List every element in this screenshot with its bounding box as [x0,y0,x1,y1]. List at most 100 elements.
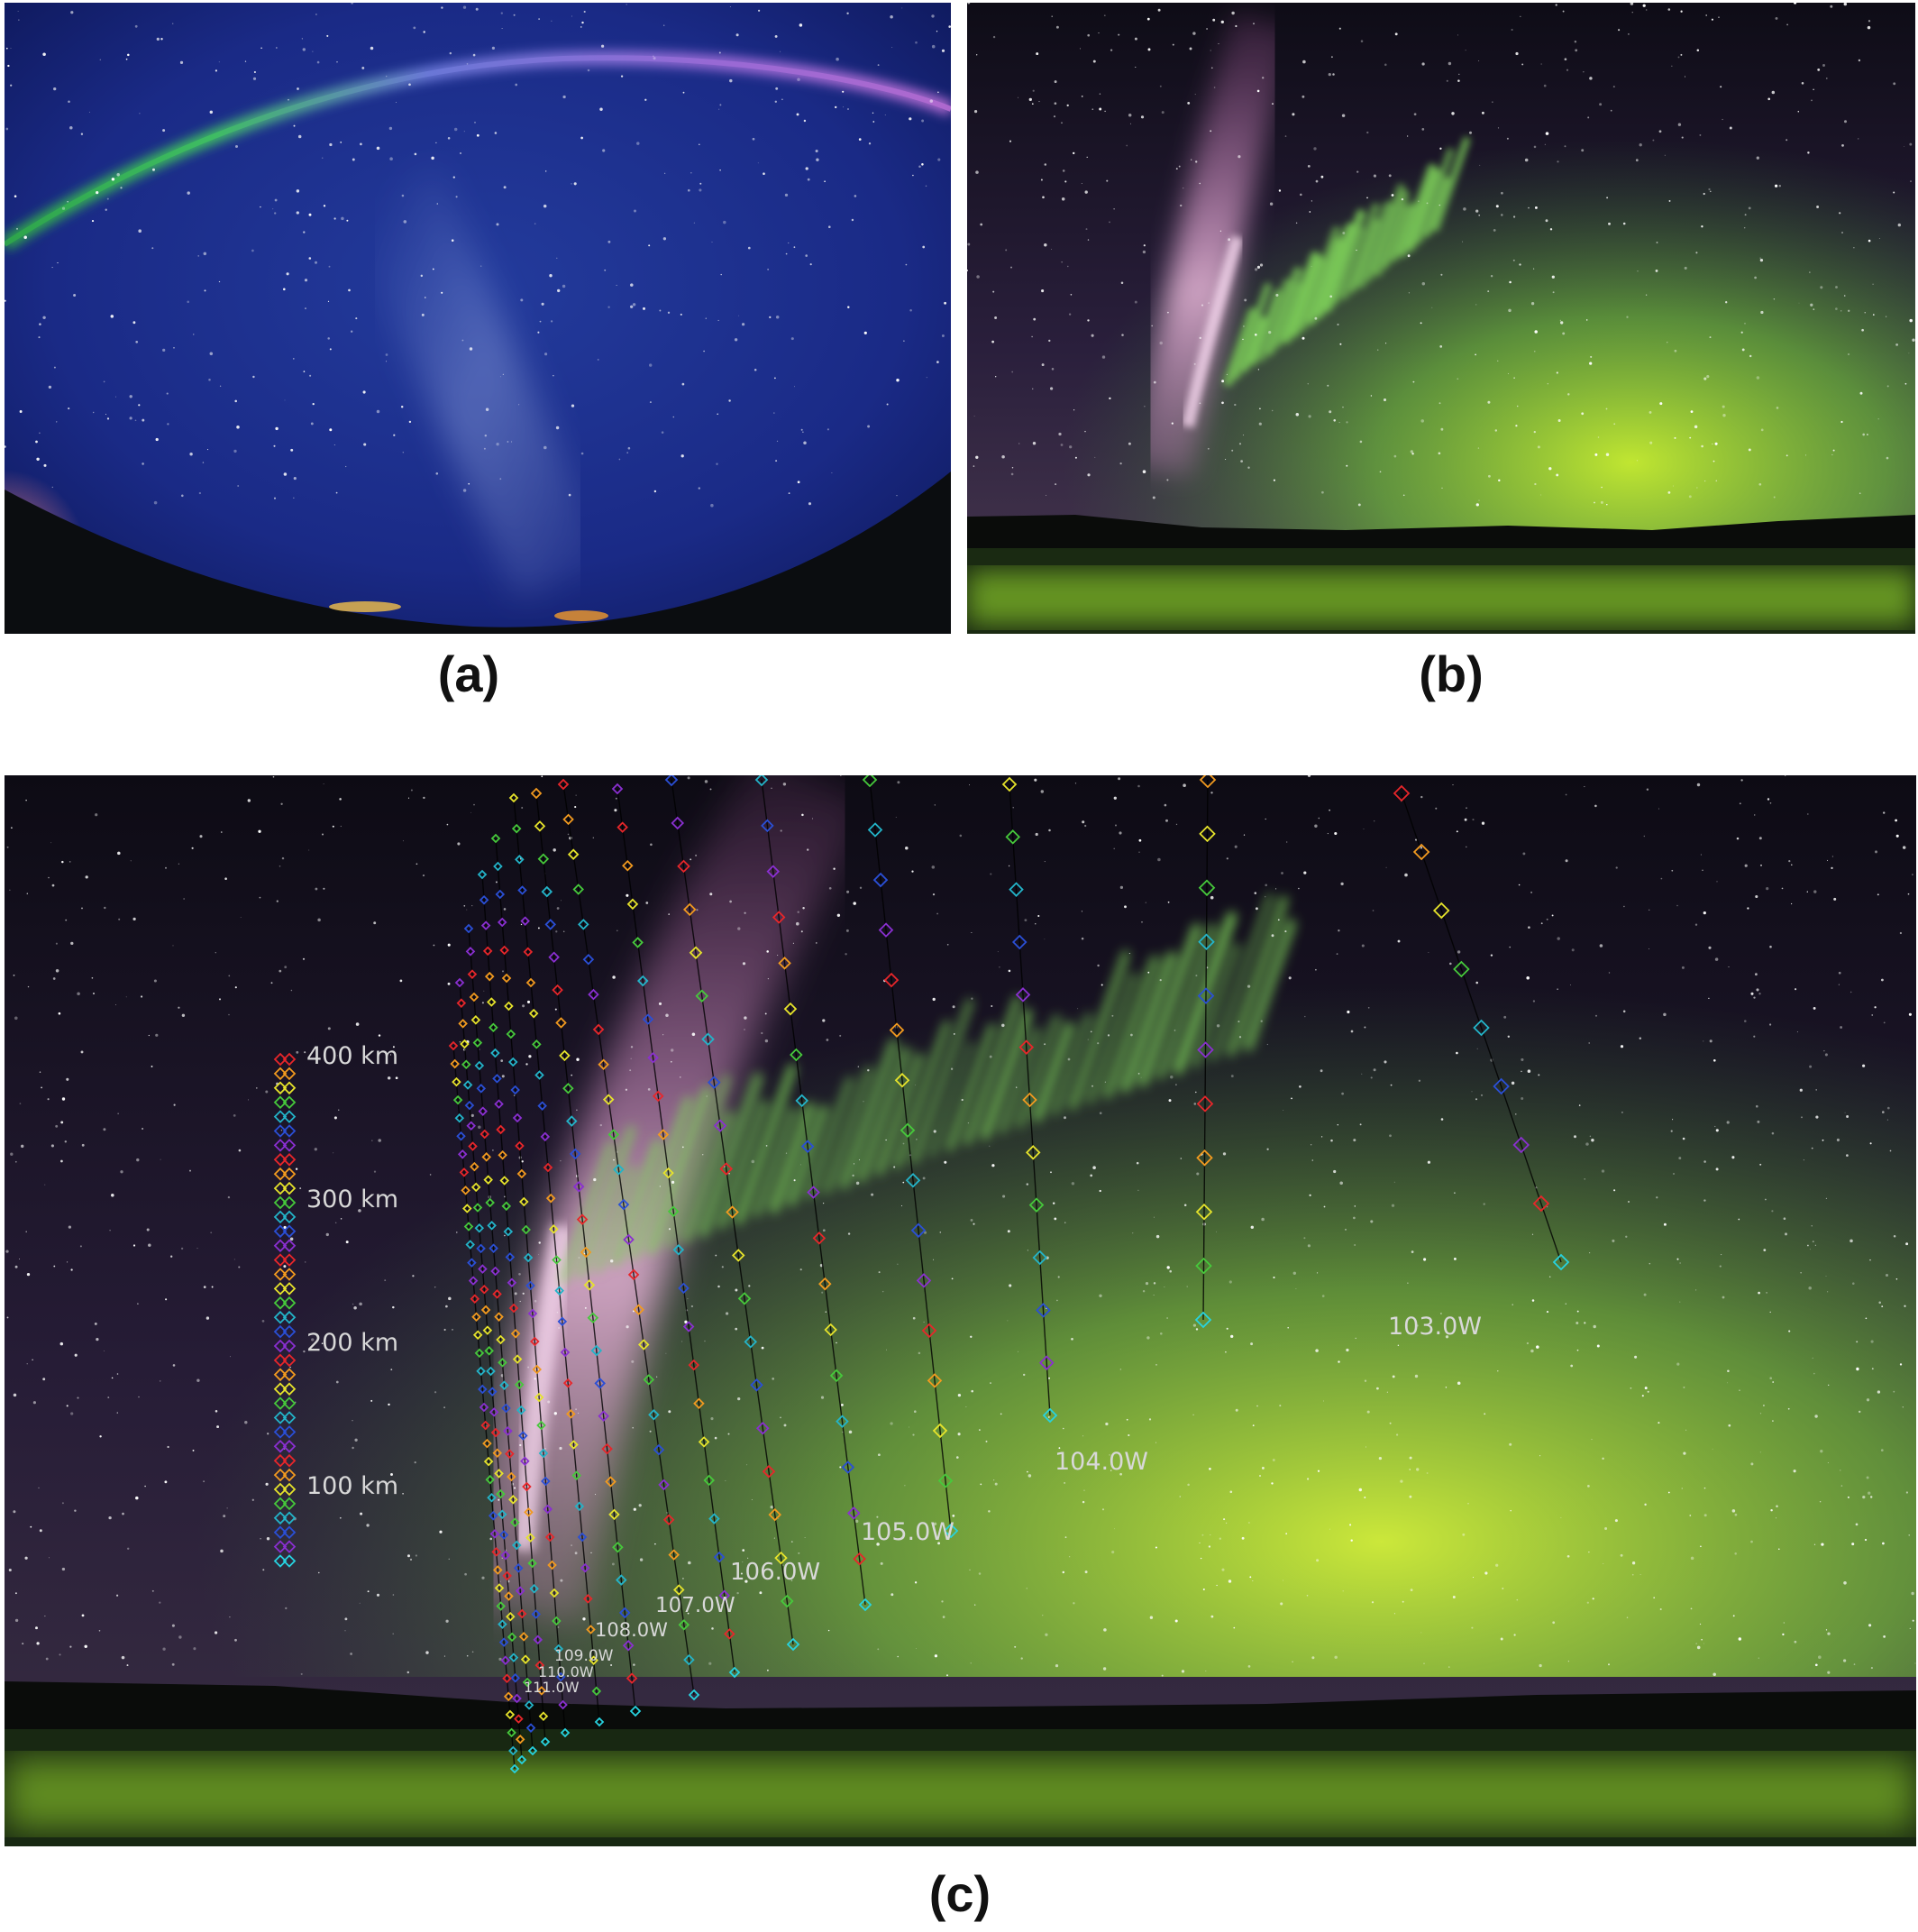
star [1512,1304,1513,1305]
track-marker [282,1425,297,1439]
star [1468,131,1473,134]
star [1315,179,1319,183]
track-marker [282,1353,297,1368]
star [790,1541,793,1543]
star [1703,911,1706,915]
track-marker [507,1727,516,1738]
star [901,7,903,9]
star [1532,1000,1536,1003]
star [1895,1277,1898,1280]
star [14,1618,19,1623]
star [1872,283,1874,286]
star [1071,1337,1073,1341]
track-line [481,874,546,1743]
star [1258,422,1262,426]
star [581,21,584,24]
star [1238,1036,1242,1039]
star [934,804,936,806]
track-marker [520,1654,531,1664]
star [1908,1534,1910,1536]
track-marker [667,1205,680,1217]
star [970,1335,973,1338]
star [412,1275,415,1277]
star [1175,168,1178,170]
star [1353,1139,1356,1142]
star [1861,328,1864,332]
star [1530,891,1533,893]
track-marker [662,1514,675,1526]
star [453,127,458,132]
star [1421,128,1425,131]
star [98,1630,101,1632]
star [1471,1091,1473,1093]
star [304,1051,306,1054]
star [967,1122,969,1124]
star [1303,871,1307,874]
track-marker [525,977,536,988]
star [1298,887,1300,890]
star [1808,1286,1812,1290]
star [602,149,606,152]
star [946,943,949,946]
star [1521,1070,1522,1073]
track-marker [273,1310,288,1324]
star [296,211,299,215]
star [311,1338,315,1341]
star [431,156,434,160]
track-marker [488,1387,498,1396]
star [1815,1115,1819,1119]
star [1138,851,1140,853]
star [1207,447,1210,450]
star [1330,56,1333,59]
star [1729,126,1732,130]
star [1801,1116,1803,1119]
star [973,1222,975,1225]
star [323,205,326,207]
star [1605,453,1610,456]
track-marker [494,1099,504,1109]
star [1826,1291,1829,1293]
track-marker [515,1586,525,1596]
star [990,873,992,875]
star [802,907,805,910]
star [1187,1483,1190,1487]
star [609,1259,614,1263]
star [1135,66,1137,69]
picket [838,1038,900,1190]
star [1497,360,1499,362]
star [1814,1415,1818,1418]
star [129,417,132,420]
star [164,1480,168,1484]
picket [1173,911,1237,1075]
star [45,1657,49,1661]
star [1786,139,1788,142]
star [714,1436,717,1440]
star [668,1410,671,1414]
star [705,317,707,319]
star [604,269,607,271]
track-marker [504,1001,514,1012]
star [1359,1123,1362,1126]
star [1643,1293,1647,1296]
star [1859,1410,1861,1414]
star [448,1296,452,1301]
star [1555,4,1557,6]
star [1527,1069,1531,1073]
star [649,1430,652,1433]
star [1715,1129,1719,1132]
star [234,399,237,403]
star [1492,101,1493,103]
track-marker [672,1244,685,1256]
track-marker [497,917,507,928]
star [1338,1360,1340,1363]
star [1899,931,1903,935]
star [302,957,306,960]
star [1711,18,1713,21]
star [297,134,302,139]
track-marker [755,1421,770,1435]
star [937,1542,941,1545]
track-marker [572,884,585,895]
star [472,53,476,57]
star [1548,467,1552,471]
star [1574,40,1577,43]
